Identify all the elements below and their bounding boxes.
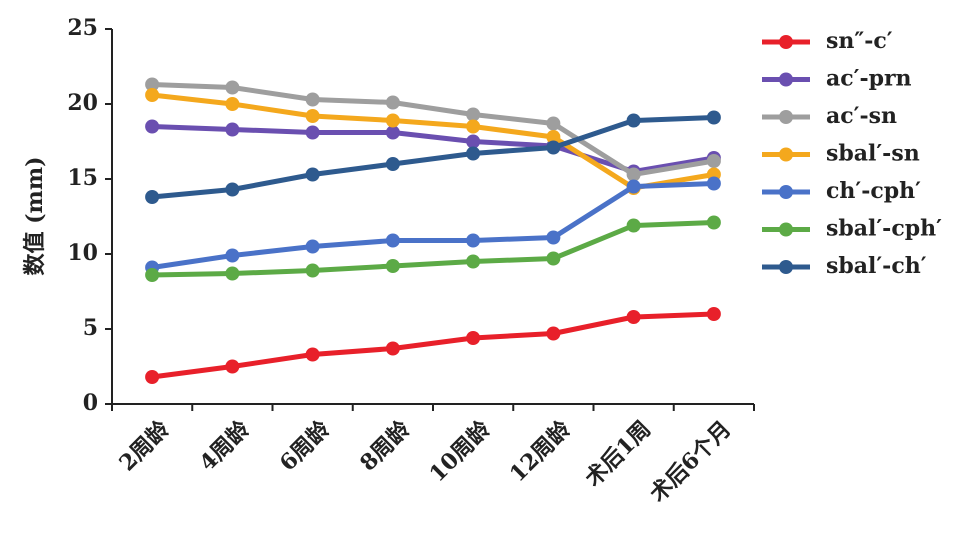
x-tick-label: 术后6个月 (645, 416, 736, 507)
point (546, 326, 561, 341)
legend-dot (779, 35, 793, 49)
point (546, 251, 561, 266)
legend-label: sbal′-ch′ (826, 253, 927, 279)
x-tick-label: 4周龄 (195, 415, 256, 476)
y-tick-label: 10 (67, 240, 98, 266)
y-tick-label: 15 (67, 165, 98, 191)
y-tick-label: 5 (83, 315, 98, 341)
series-line (151, 92, 715, 191)
point (706, 215, 721, 230)
point (385, 95, 400, 110)
point (706, 154, 721, 168)
legend-dot (779, 260, 793, 274)
point (546, 140, 561, 155)
legend-label: ch′-cph′ (826, 178, 921, 204)
point (225, 266, 240, 281)
point (145, 268, 160, 282)
point (225, 97, 240, 111)
point (305, 92, 320, 107)
point (385, 233, 400, 248)
point (385, 157, 400, 171)
point (466, 134, 481, 149)
series-line (151, 181, 714, 270)
point (145, 77, 160, 92)
point (305, 347, 320, 362)
point (305, 125, 320, 140)
point (305, 167, 320, 182)
point (225, 80, 240, 95)
point (626, 218, 641, 233)
point (225, 248, 240, 263)
point (145, 190, 160, 204)
point (385, 125, 400, 140)
point (706, 176, 721, 191)
x-tick-label: 术后1周 (580, 416, 656, 492)
point (466, 119, 481, 134)
point (466, 254, 481, 269)
series-line (151, 311, 714, 380)
point (305, 263, 320, 278)
legend-label: sn″-c′ (826, 28, 893, 54)
point (466, 146, 481, 161)
legend-dot (779, 185, 793, 199)
point (626, 310, 641, 324)
legend-dot (779, 147, 793, 162)
y-tick-label: 0 (83, 390, 98, 416)
point (626, 113, 641, 128)
point (466, 107, 481, 122)
point (706, 110, 721, 125)
legend-label: sbal′-sn (826, 141, 920, 167)
x-tick-label: 12周龄 (505, 415, 577, 487)
legend-label: sbal′-cph′ (826, 216, 942, 242)
legend-label: ac′-prn (826, 66, 912, 92)
point (626, 179, 641, 194)
point (145, 88, 160, 102)
point (706, 307, 721, 321)
y-tick-label: 20 (67, 90, 98, 116)
x-tick-label: 6周龄 (275, 415, 336, 476)
point (225, 359, 240, 374)
series-line (152, 220, 714, 278)
point (145, 119, 160, 134)
point (546, 116, 561, 131)
point (305, 239, 320, 254)
point (466, 233, 481, 248)
legend-dot (779, 72, 793, 87)
legend-label: ac′-sn (826, 103, 897, 129)
point (385, 113, 400, 128)
x-tick-label: 8周龄 (355, 415, 416, 476)
x-tick-label: 10周龄 (424, 415, 496, 487)
x-tick-label: 2周龄 (114, 415, 175, 476)
legend-dot (779, 222, 793, 237)
y-axis-label: 数值 (mm) (22, 156, 48, 275)
legend-dot (779, 110, 793, 124)
point (546, 130, 561, 144)
point (385, 259, 400, 273)
point (305, 109, 320, 123)
series-line (152, 82, 715, 177)
y-tick-label: 25 (67, 15, 98, 41)
series-line (151, 115, 714, 200)
point (145, 370, 160, 384)
point (385, 341, 400, 356)
point (225, 182, 240, 197)
point (225, 122, 240, 137)
point (466, 331, 481, 345)
point (626, 167, 641, 182)
point (546, 230, 561, 245)
